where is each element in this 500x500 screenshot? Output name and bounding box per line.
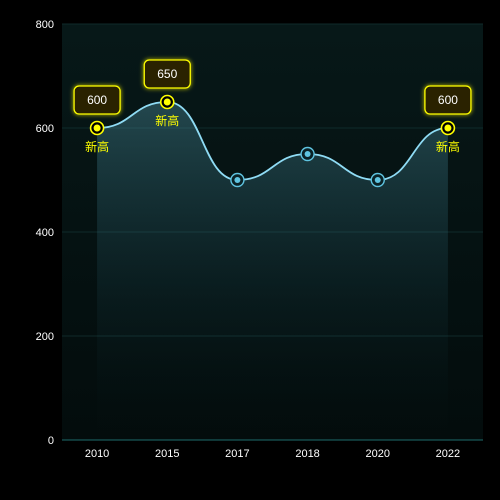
peak-value-label: 600 xyxy=(87,93,107,107)
peak-caption: 新高 xyxy=(85,139,109,154)
x-tick-label: 2017 xyxy=(225,448,249,460)
data-point xyxy=(440,120,456,136)
peak-caption: 新高 xyxy=(155,113,179,128)
peak-label: 600 新高 xyxy=(73,85,121,154)
peak-label: 650 新高 xyxy=(143,59,191,128)
series-area xyxy=(97,102,448,440)
x-tick-label: 2018 xyxy=(295,448,319,460)
data-points xyxy=(89,94,456,188)
x-axis-ticks: 2010 2015 2017 2018 2020 2022 xyxy=(85,448,460,460)
peak-value-box xyxy=(143,59,191,89)
peak-value-box xyxy=(424,85,472,115)
peak-value-box xyxy=(73,85,121,115)
x-tick-label: 2020 xyxy=(366,448,390,460)
y-tick-label: 0 xyxy=(48,435,54,447)
x-tick-label: 2022 xyxy=(436,448,460,460)
data-point xyxy=(89,120,105,136)
peak-label: 600 新高 xyxy=(424,85,472,154)
y-axis-ticks: 0 200 400 600 800 xyxy=(36,19,54,447)
y-tick-label: 200 xyxy=(36,331,54,343)
y-tick-label: 400 xyxy=(36,227,54,239)
data-point xyxy=(370,172,385,188)
y-tick-label: 600 xyxy=(36,123,54,135)
highlight-labels: 600 新高 650 新高 600 新高 xyxy=(73,59,472,154)
data-point xyxy=(159,94,175,110)
x-tick-label: 2015 xyxy=(155,448,179,460)
x-tick-label: 2010 xyxy=(85,448,109,460)
peak-caption: 新高 xyxy=(436,139,460,154)
peak-value-label: 650 xyxy=(157,67,177,81)
y-tick-label: 800 xyxy=(36,19,54,31)
data-point xyxy=(300,146,315,162)
data-point xyxy=(230,172,245,188)
peak-value-label: 600 xyxy=(438,93,458,107)
